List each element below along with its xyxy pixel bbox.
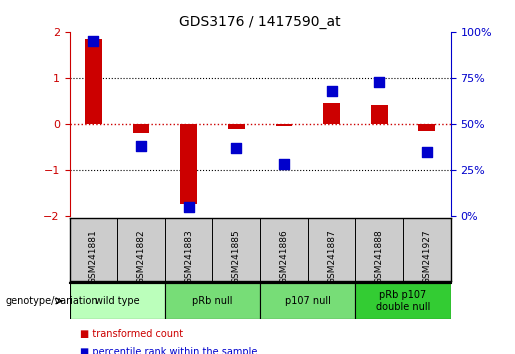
Point <box>89 38 97 44</box>
Bar <box>276 124 292 126</box>
Bar <box>85 39 101 124</box>
Bar <box>355 283 451 319</box>
Bar <box>228 124 245 130</box>
Bar <box>371 105 387 124</box>
Text: ■ transformed count: ■ transformed count <box>80 329 183 339</box>
Bar <box>419 124 435 131</box>
Text: genotype/variation: genotype/variation <box>5 296 98 306</box>
Point <box>232 145 241 151</box>
Point <box>423 149 431 154</box>
Bar <box>260 283 355 319</box>
Text: pRb null: pRb null <box>192 296 233 306</box>
Bar <box>70 283 165 319</box>
Bar <box>180 124 197 205</box>
Bar <box>133 124 149 133</box>
Point <box>375 79 383 84</box>
Title: GDS3176 / 1417590_at: GDS3176 / 1417590_at <box>179 16 341 29</box>
Text: wild type: wild type <box>95 296 140 306</box>
Text: ■ percentile rank within the sample: ■ percentile rank within the sample <box>80 347 257 354</box>
Point <box>280 161 288 167</box>
Text: p107 null: p107 null <box>285 296 331 306</box>
Point <box>328 88 336 93</box>
Bar <box>165 283 260 319</box>
Point <box>137 143 145 149</box>
Point <box>184 204 193 210</box>
Text: pRb p107
double null: pRb p107 double null <box>376 290 430 312</box>
Bar <box>323 103 340 124</box>
